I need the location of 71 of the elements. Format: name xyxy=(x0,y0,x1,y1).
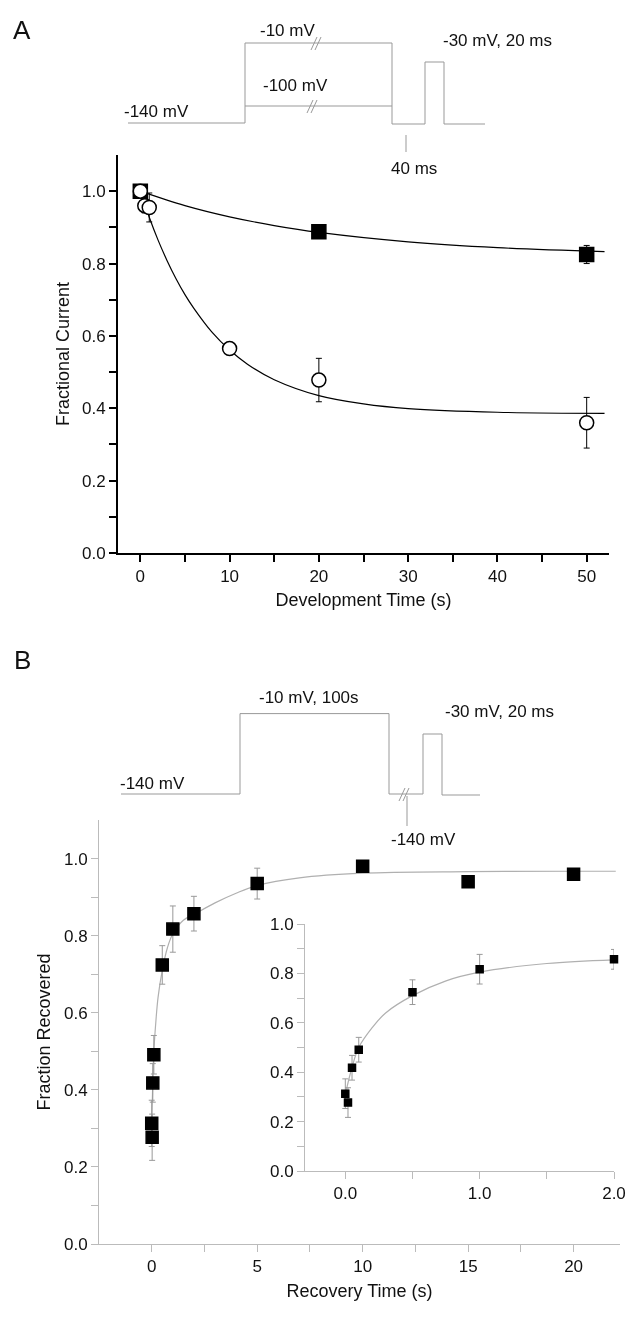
y-tick-label: 0.4 xyxy=(81,399,106,419)
text: -10 mV xyxy=(260,21,316,40)
point xyxy=(146,1076,160,1090)
y-tick-label: 0.6 xyxy=(81,326,106,346)
point xyxy=(355,859,370,873)
y-tick-label: 1.0 xyxy=(81,182,106,202)
y-tick-label: 0.2 xyxy=(63,1157,88,1177)
text: -30 mV, 20 ms xyxy=(443,31,552,50)
y-tick-label: 0.6 xyxy=(269,1013,294,1033)
text: B xyxy=(14,645,32,675)
y-tick-label: 0.2 xyxy=(269,1112,294,1132)
x-axis-title: Development Time (s) xyxy=(275,590,452,610)
annotation: 40 ms xyxy=(391,159,438,178)
point xyxy=(155,958,170,972)
point xyxy=(250,876,264,891)
x-tick-label: 20 xyxy=(309,567,329,587)
point xyxy=(578,415,595,431)
point xyxy=(141,199,157,216)
point xyxy=(461,874,475,889)
text: -100 mV xyxy=(263,76,328,95)
x-tick-label: 1.0 xyxy=(467,1184,492,1204)
y-tick-label: 0.8 xyxy=(81,254,106,274)
y-tick-label: 0.8 xyxy=(269,964,294,984)
x-tick-label: 40 xyxy=(487,567,507,587)
annotation: -140 mV xyxy=(391,830,456,849)
y-tick-label: 0.6 xyxy=(63,1003,88,1023)
point xyxy=(347,1063,357,1072)
x-tick-label: 0 xyxy=(147,1257,157,1277)
point xyxy=(475,964,484,974)
y-tick-label: 0.8 xyxy=(63,926,88,946)
x-tick-label: 10 xyxy=(220,567,240,587)
text: -140 mV xyxy=(120,774,185,793)
point xyxy=(311,372,327,388)
point xyxy=(147,1047,161,1062)
y-tick-label: 0.0 xyxy=(81,543,106,563)
point xyxy=(144,1116,159,1131)
point xyxy=(145,1130,159,1144)
point xyxy=(609,955,619,964)
point xyxy=(566,867,581,882)
x-tick-label: 0 xyxy=(135,567,146,587)
y-axis-title: Fraction Recovered xyxy=(34,953,55,1111)
text: -140 mV xyxy=(124,102,189,121)
x-tick-label: 5 xyxy=(252,1257,262,1277)
x-tick-label: 15 xyxy=(458,1257,478,1277)
point xyxy=(187,906,201,921)
y-tick-label: 0.4 xyxy=(269,1063,294,1083)
y-axis-title: Fractional Current xyxy=(52,281,73,427)
x-tick-label: 50 xyxy=(577,567,597,587)
x-tick-label: 10 xyxy=(353,1257,373,1277)
x-tick-label: 0.0 xyxy=(333,1184,358,1204)
y-tick-label: 1.0 xyxy=(269,914,294,934)
y-tick-label: 0.2 xyxy=(81,471,106,491)
point xyxy=(166,922,180,936)
text: A xyxy=(13,15,31,45)
point xyxy=(341,1089,350,1098)
y-tick-label: 0.4 xyxy=(63,1080,88,1100)
y-tick-label: 1.0 xyxy=(63,849,88,869)
point xyxy=(221,340,238,357)
y-tick-label: 0.0 xyxy=(269,1161,294,1181)
point xyxy=(311,223,327,240)
x-tick-label: 20 xyxy=(564,1257,584,1277)
text: -10 mV, 100s xyxy=(259,688,359,707)
x-tick-label: 30 xyxy=(398,567,418,587)
point xyxy=(408,987,417,997)
y-tick-label: 0.0 xyxy=(63,1234,88,1254)
point xyxy=(343,1098,353,1107)
point xyxy=(354,1045,363,1054)
text: -30 mV, 20 ms xyxy=(445,702,554,721)
point xyxy=(578,246,595,263)
x-tick-label: 2.0 xyxy=(602,1184,626,1204)
x-axis-title: Recovery Time (s) xyxy=(286,1280,433,1301)
